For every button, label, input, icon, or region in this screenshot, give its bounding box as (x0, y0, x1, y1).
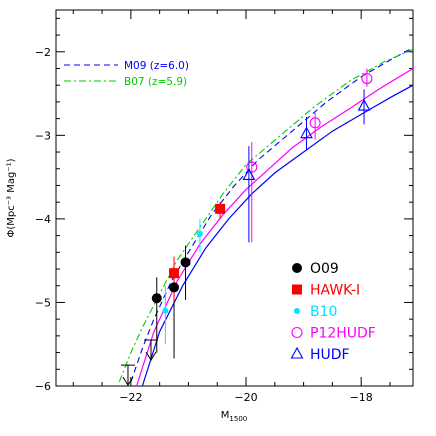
legend-label: M09 (z=6.0) (124, 60, 189, 72)
legend-label: O09 (310, 261, 339, 277)
data-point (246, 161, 258, 173)
fit-curve (141, 84, 414, 387)
data-point (215, 203, 226, 214)
y-tick-label: −5 (35, 296, 51, 309)
data-point (162, 307, 169, 314)
legend-label: B10 (310, 304, 337, 320)
data-point (361, 72, 373, 85)
data-point (196, 230, 203, 237)
y-tick-label: −6 (35, 380, 51, 393)
data-legend: O09 HAWK-I B10 P12HUDF HUDF (290, 261, 376, 363)
data-point (357, 98, 371, 111)
legend-label: P12HUDF (310, 326, 376, 342)
y-tick-label: −4 (35, 213, 51, 226)
x-tick-label: −22 (119, 391, 142, 404)
markers-layer (151, 72, 373, 314)
x-axis-title-subscript: 1500 (229, 415, 247, 423)
legend-label: HAWK-I (310, 283, 360, 299)
x-axis-title-main: M (221, 410, 230, 421)
model-curve (130, 47, 414, 382)
data-point (169, 282, 180, 293)
data-point (180, 257, 191, 268)
data-point (292, 263, 302, 273)
data-point (151, 293, 162, 304)
y-axis-title: Φ(Mpc⁻³ Mag⁻¹) (6, 158, 17, 237)
data-point (300, 126, 313, 139)
x-tick-label: −20 (234, 391, 257, 404)
x-tick-label: −18 (350, 391, 373, 404)
model-legend: M09 (z=6.0) B07 (z=5.9) (64, 60, 189, 88)
y-tick-label: −2 (35, 46, 51, 59)
data-point (242, 168, 256, 180)
data-point (291, 326, 303, 339)
plot-frame (55, 9, 414, 387)
x-tick-labels: −22 −20 −18 (119, 391, 373, 404)
error-bars-layer (120, 68, 368, 387)
axis-ticks (56, 10, 413, 387)
data-point (294, 308, 300, 314)
upper-limit-arrow (122, 376, 134, 387)
y-tick-label: −3 (35, 129, 51, 142)
y-tick-labels: −6 −5 −4 −3 −2 (35, 46, 51, 393)
model-curve (118, 48, 414, 383)
x-axis-title: M1500 (221, 410, 247, 423)
data-point (290, 346, 304, 359)
data-point (169, 268, 180, 279)
legend-label: HUDF (310, 347, 350, 363)
data-point (292, 284, 302, 295)
upper-limit-arrow (145, 351, 157, 361)
data-point (309, 117, 321, 129)
legend-label: B07 (z=5.9) (124, 76, 187, 88)
